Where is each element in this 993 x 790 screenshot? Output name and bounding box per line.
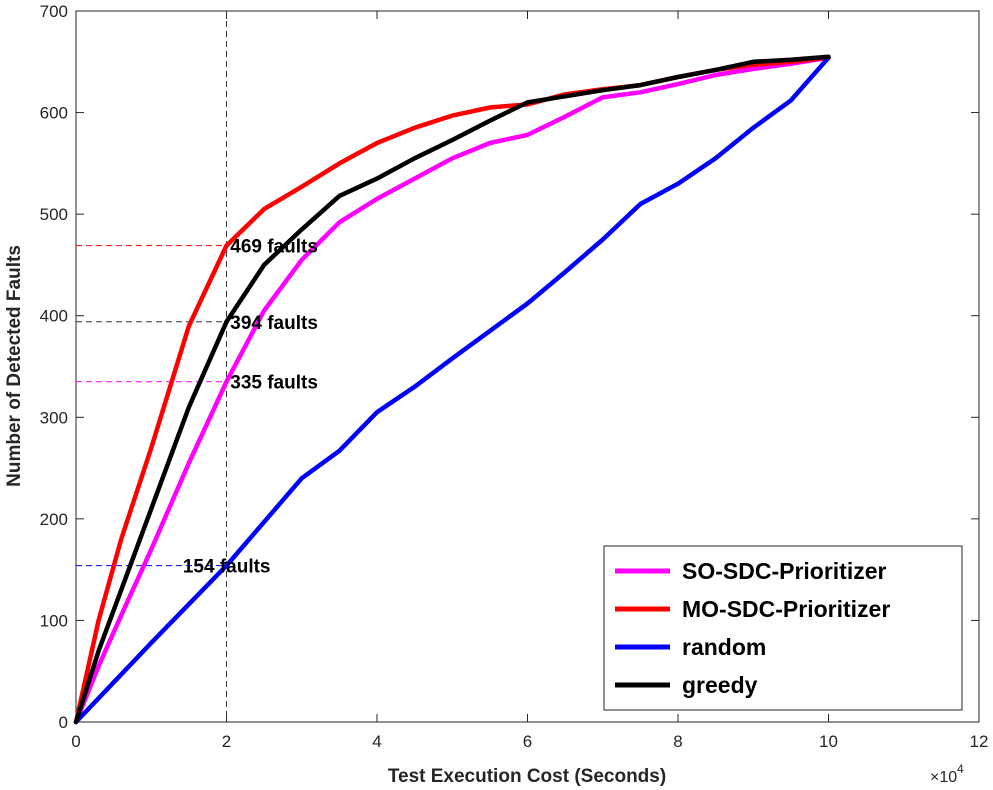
x-tick-label: 10	[819, 732, 838, 751]
legend-label: greedy	[682, 672, 758, 698]
series-line-so-sdc-prioritizer	[73, 55, 831, 725]
x-tick-label: 0	[71, 732, 80, 751]
y-tick-label: 500	[40, 205, 68, 224]
x-tick-label: 6	[523, 732, 532, 751]
axes: 0 2 4 6 8 10 12 0 100 200 300 400 500 600 700	[40, 2, 989, 751]
y-axis-label: Number of Detected Faults	[4, 245, 25, 487]
x-axis-multiplier: ×10 4	[930, 762, 964, 786]
series-line-random	[73, 55, 831, 725]
legend-label: random	[682, 634, 766, 660]
y-tick-label: 300	[40, 408, 68, 427]
y-tick-label: 400	[40, 307, 68, 326]
annotation-label: 154 faults	[183, 557, 271, 578]
y-tick-label: 100	[40, 611, 68, 630]
annotations: 469 faults 394 faults 335 faults 154 faults	[183, 237, 318, 578]
annotation-label: 394 faults	[230, 313, 318, 334]
y-tick-label: 600	[40, 104, 68, 123]
y-tick-label: 0	[59, 713, 68, 732]
x-tick-label: 8	[673, 732, 682, 751]
legend-label: MO-SDC-Prioritizer	[682, 596, 890, 622]
y-tick-label: 700	[40, 2, 68, 21]
multiplier-exponent: 4	[957, 762, 964, 776]
series-line-greedy	[73, 54, 831, 725]
y-tick-label: 200	[40, 510, 68, 529]
x-tick-label: 12	[970, 732, 989, 751]
multiplier-base: ×10	[930, 769, 957, 786]
x-tick-label: 4	[372, 732, 381, 751]
annotation-label: 335 faults	[230, 373, 318, 394]
annotation-label: 469 faults	[230, 237, 318, 258]
series-lines	[73, 54, 831, 725]
x-tick-label: 2	[222, 732, 231, 751]
legend: SO-SDC-Prioritizer MO-SDC-Prioritizer rand…	[603, 545, 963, 711]
legend-label: SO-SDC-Prioritizer	[682, 558, 887, 584]
x-axis-label: Test Execution Cost (Seconds)	[388, 766, 666, 787]
